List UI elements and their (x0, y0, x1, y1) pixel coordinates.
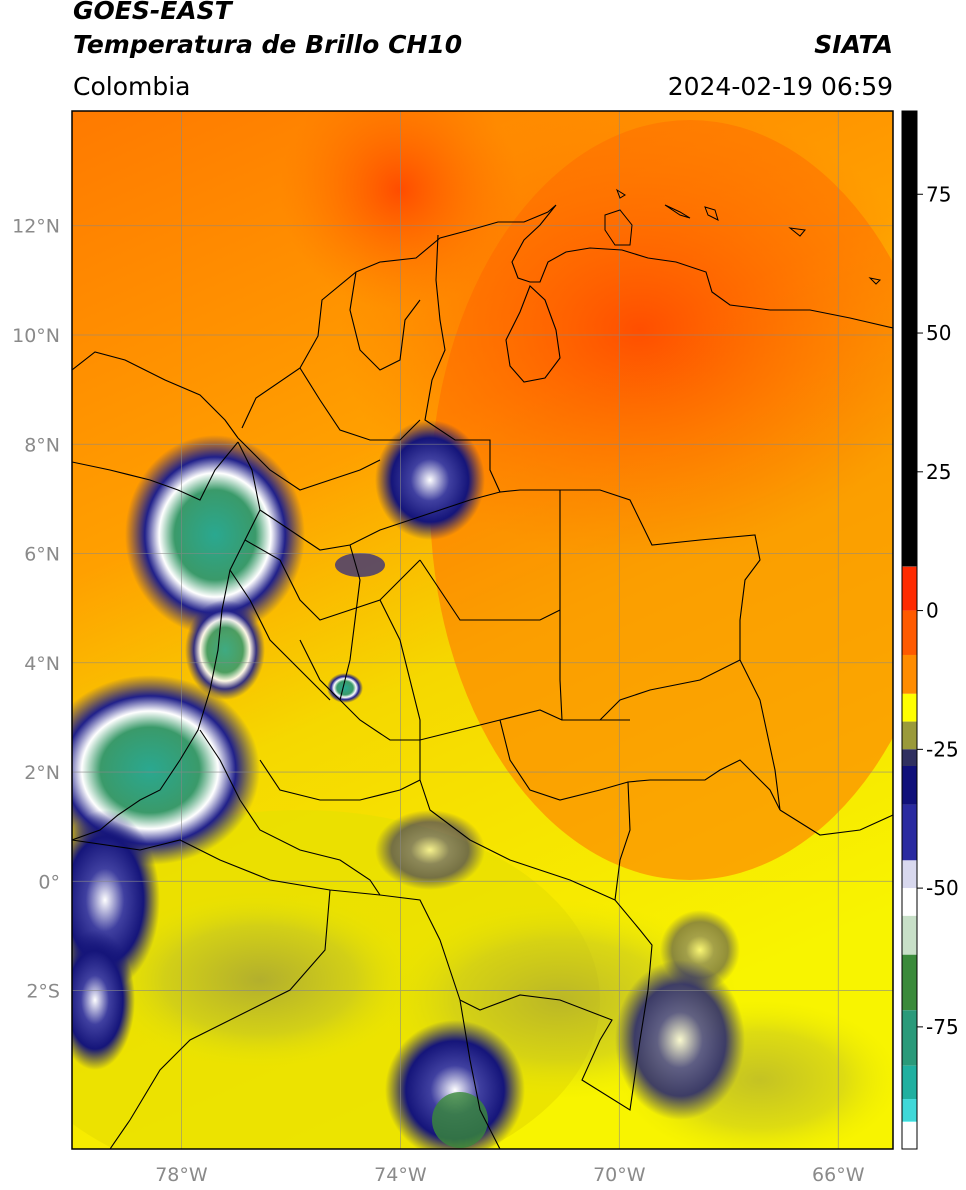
colorbar-segment (902, 566, 917, 611)
department-border (239, 799, 381, 896)
lat-tick-label: 2°S (26, 981, 60, 1003)
department-border (299, 639, 563, 741)
colorbar-segment (902, 765, 917, 805)
department-border (237, 437, 381, 491)
department-border (339, 544, 361, 701)
department-border (259, 491, 501, 551)
colorbar-segment (902, 1099, 917, 1122)
colombia-brazil-border (459, 759, 781, 1111)
lat-tick-label: 12°N (12, 216, 60, 238)
caribbean-islands (604, 188, 882, 285)
colorbar-frame (901, 110, 918, 1150)
datetime-label: 2024-02-19 06:59 (667, 72, 893, 101)
colorbar-segment (902, 111, 917, 567)
colorbar-tick-label: 25 (926, 460, 951, 484)
department-border (299, 367, 421, 441)
department-border (499, 719, 629, 801)
department-border (199, 729, 241, 801)
lon-tick-label: 70°W (593, 1164, 646, 1186)
peru-ecuador-border (109, 889, 331, 1149)
caribbean-coastline (241, 204, 893, 429)
colorbar-segment (902, 888, 917, 916)
department-border (229, 569, 331, 701)
agency-label: SIATA (814, 30, 893, 59)
lon-tick-label: 74°W (374, 1164, 427, 1186)
department-border (244, 539, 421, 621)
colorbar-segment (902, 804, 917, 861)
colorbar-tick-label: 0 (926, 599, 939, 623)
lat-tick-label: 8°N (24, 434, 60, 456)
lake-maracaibo (505, 285, 561, 383)
colombia-pacific-coast (72, 441, 261, 841)
colorbar-segment (902, 1010, 917, 1066)
colorbar-tick-label: -75 (926, 1015, 959, 1039)
colorbar-segment (902, 693, 917, 722)
product-title: Temperatura de Brillo CH10 (73, 30, 463, 59)
lat-tick-label: 2°N (24, 762, 60, 784)
department-border (349, 271, 421, 371)
map-gridlines (72, 111, 893, 1149)
colorbar-tick-label: -50 (926, 876, 959, 900)
map-frame (71, 110, 894, 1150)
map-axes: 12°N 10°N 8°N 6°N 4°N 2°N 0° 2°S 78°W 74°W 70°W 66°… (12, 216, 865, 1186)
colorbar-segment (902, 654, 917, 694)
colorbar-segment (902, 721, 917, 750)
colorbar-segment (902, 1121, 917, 1122)
pacific-coast (72, 441, 239, 501)
colorbar-segment (902, 954, 917, 1011)
political-borders (72, 204, 893, 1149)
colorbar-segment (902, 749, 917, 766)
department-border (599, 659, 741, 721)
region-label: Colombia (73, 72, 191, 101)
lat-tick-label: 4°N (24, 653, 60, 675)
colorbar-segment (902, 1065, 917, 1100)
lat-tick-label: 0° (38, 871, 60, 893)
colorbar-segment (902, 915, 917, 955)
satellite-title: GOES-EAST (73, 0, 232, 25)
department-border (419, 779, 616, 901)
venezuela-brazil-border (779, 809, 893, 836)
colorbar-segment (902, 860, 917, 889)
colorbar-segment (902, 1121, 917, 1149)
colorbar-segment (902, 610, 917, 655)
colorbar-tick-label: 50 (926, 321, 951, 345)
department-border (419, 559, 561, 621)
colorbar-segment (902, 566, 917, 567)
colorbar: 75 50 25 0 -25 -50 -75 (901, 110, 959, 1150)
colombia-venezuela-border (424, 234, 781, 811)
lat-tick-label: 6°N (24, 544, 60, 566)
peru-brazil-border (459, 999, 501, 1149)
lat-tick-label: 10°N (12, 325, 60, 347)
panama-coast (72, 351, 239, 439)
department-border (379, 599, 421, 740)
lon-tick-label: 78°W (155, 1164, 208, 1186)
colorbar-tick-label: 75 (926, 182, 951, 206)
lon-tick-label: 66°W (812, 1164, 865, 1186)
colorbar-tick-label: -25 (926, 737, 959, 761)
temperature-field (72, 111, 893, 1149)
